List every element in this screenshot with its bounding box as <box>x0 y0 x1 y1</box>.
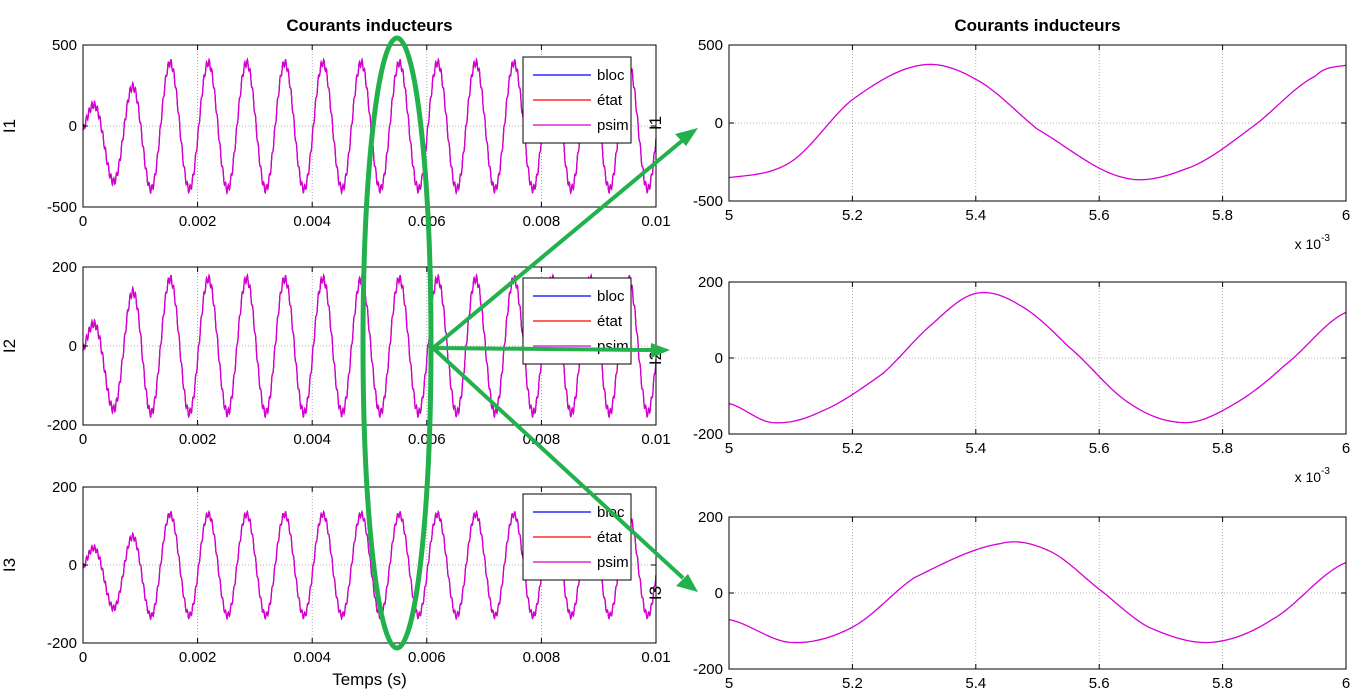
x-tick-label: 0 <box>79 213 87 230</box>
chart-panel-5: 5 5.2 5.4 5.6 5.8 6 -200 0 200 I2 x 10-3 <box>646 274 1350 485</box>
y-tick-label: -500 <box>693 193 723 210</box>
zoom-annotation <box>360 35 698 651</box>
x-tick-label: 5.4 <box>965 440 986 457</box>
zoom-ellipse <box>360 35 434 651</box>
x-tick-label: 0.002 <box>179 649 217 666</box>
zoom-arrow-i2 <box>432 346 655 352</box>
x-tick-label: 5.6 <box>1089 440 1110 457</box>
x-tick-label: 0.006 <box>408 431 446 448</box>
x-tick-label: 5.2 <box>842 207 863 224</box>
y-tick-label: -200 <box>47 635 77 652</box>
y-tick-label: 500 <box>698 37 723 54</box>
y-tick-label: 0 <box>715 115 723 132</box>
chart-panel-6: 5 5.2 5.4 5.6 5.8 6 -200 0 200 I3 <box>646 509 1350 692</box>
legend-label-etat: état <box>597 313 623 330</box>
chart-panel-4: 5 5.2 5.4 5.6 5.8 6 -500 0 500 I1 Courants inducte… <box>646 16 1350 252</box>
plot-area <box>729 45 1346 201</box>
x-tick-label: 0.008 <box>523 213 561 230</box>
y-tick-label: -200 <box>693 426 723 443</box>
legend-label-etat: état <box>597 92 623 109</box>
y-axis-label: I1 <box>0 119 19 133</box>
x-tick-label: 5.6 <box>1089 675 1110 692</box>
x-tick-label: 5.8 <box>1212 440 1233 457</box>
y-tick-label: 0 <box>69 338 77 355</box>
x-tick-label: 0 <box>79 649 87 666</box>
x-axis-label: Temps (s) <box>332 670 407 689</box>
chart-title: Courants inducteurs <box>286 16 452 35</box>
y-axis-label: I2 <box>646 351 665 365</box>
plot-area <box>729 517 1346 669</box>
y-tick-label: -200 <box>47 417 77 434</box>
y-tick-label: 0 <box>715 350 723 367</box>
zoom-arrow-i1 <box>431 138 685 350</box>
y-tick-label: 200 <box>52 259 77 276</box>
y-tick-label: 0 <box>69 557 77 574</box>
y-tick-label: 0 <box>69 118 77 135</box>
y-tick-label: -500 <box>47 199 77 216</box>
y-tick-label: 200 <box>698 274 723 291</box>
x-tick-label: 0.01 <box>641 431 670 448</box>
chart-panel-1: 0 0.002 0.004 0.006 0.008 0.01-5000500I1Coura… <box>0 16 671 230</box>
legend-label-bloc: bloc <box>597 67 625 84</box>
y-tick-label: 200 <box>698 509 723 526</box>
legend-label-psim: psim <box>597 338 629 355</box>
x-tick-label: 0.004 <box>293 213 331 230</box>
x-tick-label: 0.008 <box>523 649 561 666</box>
x-tick-label: 5.2 <box>842 440 863 457</box>
x-multiplier: x 10-3 <box>1295 466 1331 485</box>
series-line-psim <box>728 63 1347 181</box>
zoom-arrowhead-i3 <box>676 574 698 592</box>
x-tick-label: 5 <box>725 675 733 692</box>
chart-panel-2: 0 0.002 0.004 0.006 0.008 0.01-2000200I2blocé… <box>0 259 671 448</box>
zoom-arrowhead-i1 <box>675 128 698 146</box>
x-tick-label: 6 <box>1342 207 1350 224</box>
chart-panel-3: 0 0.002 0.004 0.006 0.008 0.01-2000200I3Temps… <box>0 479 671 689</box>
y-tick-label: 500 <box>52 37 77 54</box>
x-tick-label: 0.01 <box>641 213 670 230</box>
series-line-psim <box>728 541 1347 644</box>
x-tick-label: 0.006 <box>408 649 446 666</box>
zoom-arrow-i3 <box>431 346 685 580</box>
x-tick-label: 5.4 <box>965 207 986 224</box>
series-line-psim <box>728 291 1347 424</box>
x-tick-label: 5.8 <box>1212 675 1233 692</box>
x-tick-label: 6 <box>1342 675 1350 692</box>
x-tick-label: 5 <box>725 207 733 224</box>
y-tick-label: 200 <box>52 479 77 496</box>
x-tick-label: 0.008 <box>523 431 561 448</box>
x-tick-label: 5.2 <box>842 675 863 692</box>
y-axis-label: I3 <box>646 586 665 600</box>
y-axis-label: I3 <box>0 558 19 572</box>
x-multiplier-exponent: -3 <box>1321 466 1330 477</box>
legend-label-psim: psim <box>597 117 629 134</box>
x-tick-label: 6 <box>1342 440 1350 457</box>
legend-label-bloc: bloc <box>597 288 625 305</box>
chart-title: Courants inducteurs <box>954 16 1120 35</box>
y-tick-label: -200 <box>693 661 723 678</box>
x-tick-label: 5.8 <box>1212 207 1233 224</box>
legend-label-etat: état <box>597 529 623 546</box>
x-multiplier-exponent: -3 <box>1321 233 1330 244</box>
y-tick-label: 0 <box>715 585 723 602</box>
x-tick-label: 5 <box>725 440 733 457</box>
zoom-arrowhead-i2 <box>651 343 670 358</box>
legend-label-psim: psim <box>597 554 629 571</box>
legend: bloc état psim <box>522 56 632 144</box>
x-tick-label: 0.004 <box>293 649 331 666</box>
y-axis-label: I2 <box>0 339 19 353</box>
x-tick-label: 0.004 <box>293 431 331 448</box>
x-tick-label: 0.002 <box>179 431 217 448</box>
x-multiplier: x 10-3 <box>1295 233 1331 252</box>
x-tick-label: 0 <box>79 431 87 448</box>
x-tick-label: 0.01 <box>641 649 670 666</box>
x-tick-label: 0.002 <box>179 213 217 230</box>
x-tick-label: 5.6 <box>1089 207 1110 224</box>
x-tick-label: 5.4 <box>965 675 986 692</box>
y-axis-label: I1 <box>646 116 665 130</box>
